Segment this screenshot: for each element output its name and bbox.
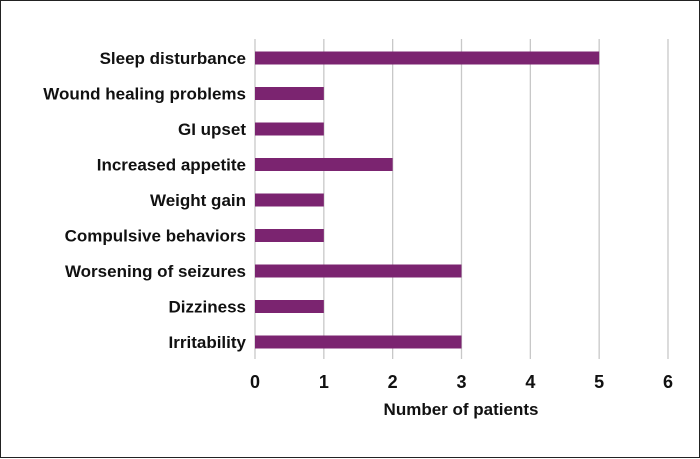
category-label: Compulsive behaviors <box>65 227 246 246</box>
x-tick-label: 2 <box>388 372 398 392</box>
bars <box>255 51 600 349</box>
category-label: Dizziness <box>169 298 246 317</box>
x-axis-title: Number of patients <box>384 400 539 419</box>
bar <box>255 335 462 349</box>
bar <box>255 87 324 100</box>
bar <box>255 51 600 65</box>
x-tick-label: 4 <box>525 372 535 392</box>
x-tick-label: 3 <box>456 372 466 392</box>
category-label: Weight gain <box>150 191 246 210</box>
category-label: Worsening of seizures <box>65 262 246 281</box>
category-label: GI upset <box>178 120 246 139</box>
category-label: Wound healing problems <box>43 85 246 104</box>
x-tick-label: 6 <box>663 372 673 392</box>
x-tick-label: 5 <box>594 372 604 392</box>
bar <box>255 229 324 242</box>
bar <box>255 122 324 136</box>
bar <box>255 158 393 171</box>
bar <box>255 300 324 313</box>
bar <box>255 264 462 278</box>
bar <box>255 193 324 207</box>
category-label: Increased appetite <box>97 156 246 175</box>
x-tick-label: 1 <box>319 372 329 392</box>
category-label: Sleep disturbance <box>100 49 246 68</box>
category-label: Irritability <box>169 333 247 352</box>
category-labels: Sleep disturbance Wound healing problems G… <box>43 49 246 352</box>
x-tick-label: 0 <box>250 372 260 392</box>
x-tick-labels: 0 1 2 3 4 5 6 <box>250 372 673 392</box>
